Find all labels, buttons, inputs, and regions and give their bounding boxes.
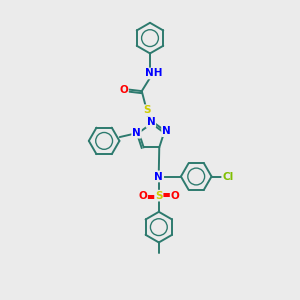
Text: O: O — [119, 85, 128, 94]
Text: N: N — [146, 117, 155, 127]
Text: S: S — [143, 105, 151, 115]
Text: S: S — [155, 190, 163, 201]
Text: N: N — [162, 126, 171, 136]
Text: O: O — [171, 190, 179, 201]
Text: O: O — [138, 190, 147, 201]
Text: N: N — [132, 128, 141, 138]
Text: NH: NH — [145, 68, 162, 78]
Text: Cl: Cl — [222, 172, 234, 182]
Text: N: N — [154, 172, 163, 182]
